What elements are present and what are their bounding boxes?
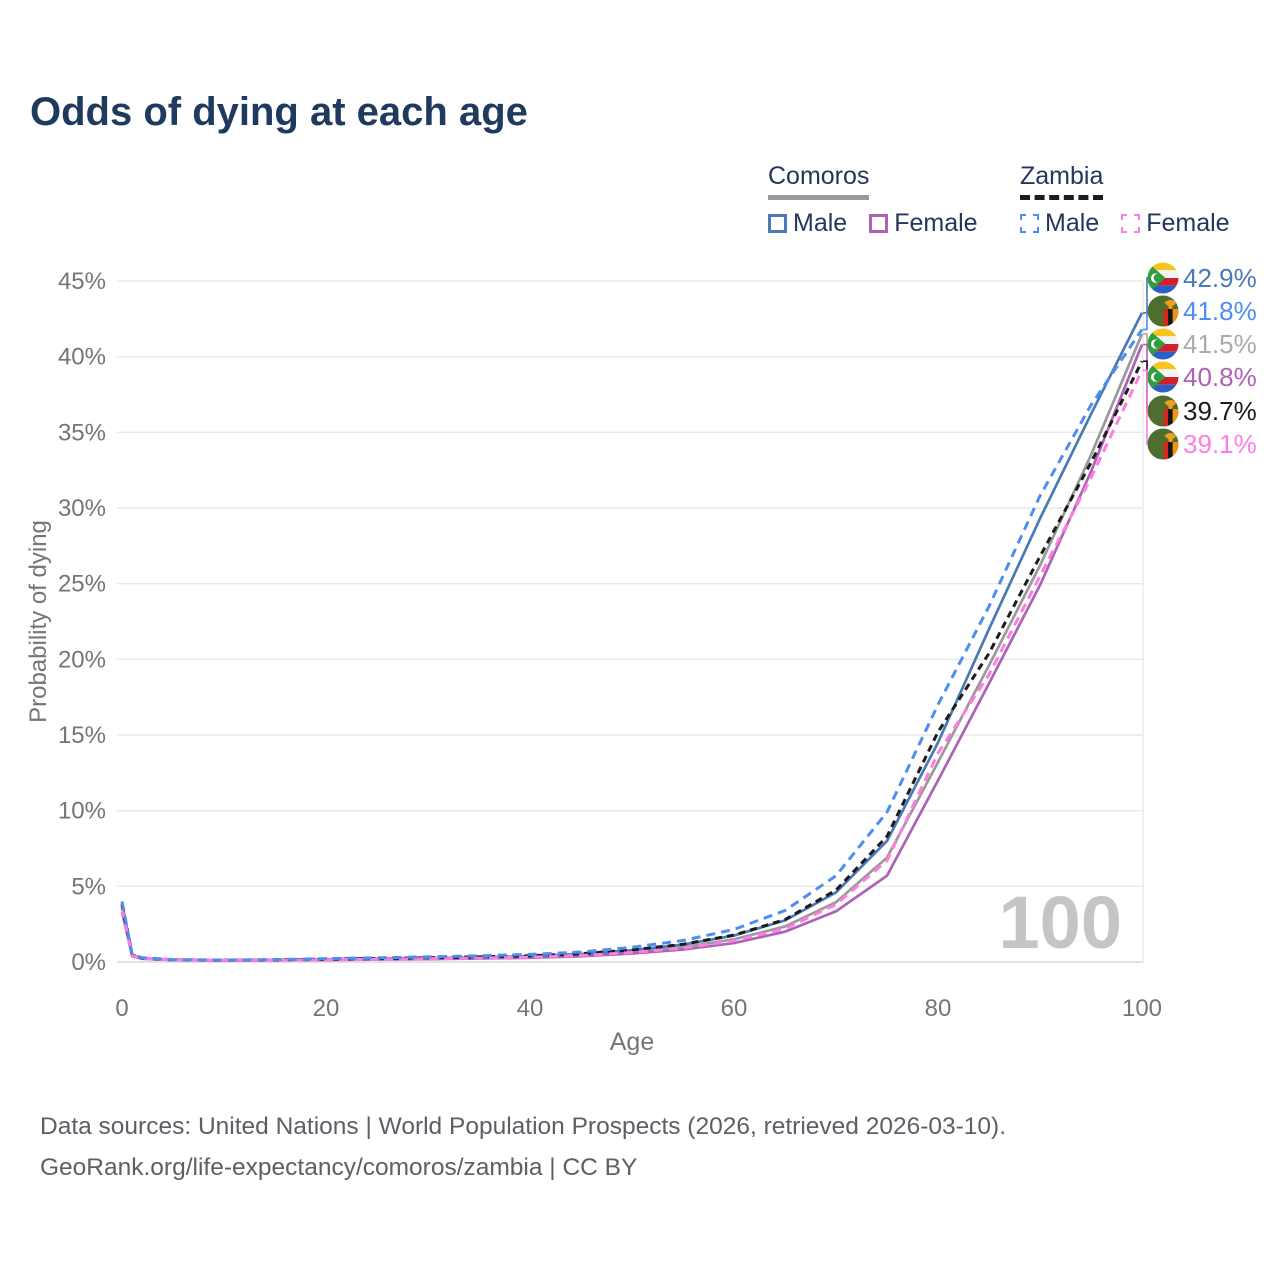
gridlines <box>117 280 1144 963</box>
end-labels: 42.9%41.8%41.5%40.8% 39.7%39.1% <box>1143 262 1257 460</box>
age-counter-watermark: 100 <box>999 881 1122 964</box>
x-tick-label: 20 <box>313 995 340 1022</box>
legend-label: Male <box>1045 209 1100 237</box>
comoros-flag-icon <box>1147 361 1179 393</box>
comoros-female-swatch <box>869 214 889 233</box>
line-zambia-male <box>120 328 1144 962</box>
legend-items-comoros: Male Female <box>768 209 978 238</box>
line-comoros-male <box>120 312 1144 962</box>
y-tick-label: 45% <box>58 268 106 295</box>
legend-item-zambia-male[interactable]: Male <box>1020 209 1099 238</box>
zambia-male-swatch <box>1020 214 1039 233</box>
comoros-flag-icon <box>1147 328 1179 360</box>
y-tick-label: 15% <box>58 722 106 749</box>
zambia-female-swatch <box>1121 214 1141 233</box>
y-tick-label: 35% <box>58 419 106 446</box>
zambia-flag-icon <box>1147 428 1179 460</box>
y-tick-label: 20% <box>58 646 106 673</box>
end-label-zambia-both: 39.7% <box>1143 360 1257 427</box>
line-comoros-both <box>120 333 1144 962</box>
zambia-flag-icon <box>1147 395 1179 427</box>
y-tick-label: 30% <box>58 495 106 522</box>
x-tick-label: 100 <box>1122 995 1162 1022</box>
end-label-comoros-male: 42.9% <box>1143 262 1257 314</box>
legend-item-comoros-male[interactable]: Male <box>768 209 847 238</box>
line-zambia-both <box>120 360 1144 962</box>
line-zambia-female <box>120 369 1144 962</box>
comoros-flag-icon <box>1147 262 1179 294</box>
end-value-label: 39.7% <box>1183 396 1257 426</box>
line-comoros-female <box>120 344 1144 962</box>
y-tick-label: 10% <box>58 798 106 825</box>
end-label-comoros-both: 41.5% <box>1143 328 1257 360</box>
footer: Data sources: United Nations | World Pop… <box>40 1106 1006 1188</box>
end-value-label: 42.9% <box>1183 263 1257 293</box>
x-tick-label: 0 <box>115 995 128 1022</box>
legend-label: Male <box>793 209 848 237</box>
legend-item-zambia-female[interactable]: Female <box>1121 209 1230 238</box>
end-label-zambia-female: 39.1% <box>1143 369 1257 460</box>
comoros-male-swatch <box>768 214 787 233</box>
legend-label: Female <box>894 209 978 237</box>
y-tick-label: 0% <box>71 949 106 976</box>
series-lines <box>120 312 1144 962</box>
end-value-label: 39.1% <box>1183 429 1257 459</box>
legend-country-zambia: Zambia <box>1020 162 1104 200</box>
y-axis-title: Probability of dying <box>25 520 52 723</box>
end-value-label: 41.8% <box>1183 296 1257 326</box>
x-tick-label: 60 <box>721 995 748 1022</box>
y-tick-label: 5% <box>71 873 106 900</box>
legend-country-comoros: Comoros <box>768 162 870 200</box>
zambia-flag-icon <box>1147 295 1179 327</box>
legend-item-comoros-female[interactable]: Female <box>869 209 978 238</box>
y-tick-label: 40% <box>58 344 106 371</box>
legend-label: Female <box>1146 209 1230 237</box>
page-title: Odds of dying at each age <box>30 90 528 134</box>
footer-data-sources: Data sources: United Nations | World Pop… <box>40 1113 1007 1140</box>
legend-group-comoros: Comoros Male Female <box>768 162 978 238</box>
y-tick-label: 25% <box>58 571 106 598</box>
end-value-label: 41.5% <box>1183 329 1257 359</box>
end-value-label: 40.8% <box>1183 362 1257 392</box>
x-tick-label: 40 <box>517 995 544 1022</box>
end-label-zambia-male: 41.8% <box>1143 295 1257 331</box>
legend-group-zambia: Zambia Male Female <box>1020 162 1230 238</box>
legend-items-zambia: Male Female <box>1020 209 1230 238</box>
footer-attribution-link: GeoRank.org/life-expectancy/comoros/zamb… <box>40 1154 638 1181</box>
legend: Comoros Male Female Zambia Male <box>768 162 1230 238</box>
x-axis-title: Age <box>610 1028 654 1056</box>
x-tick-label: 80 <box>925 995 952 1022</box>
